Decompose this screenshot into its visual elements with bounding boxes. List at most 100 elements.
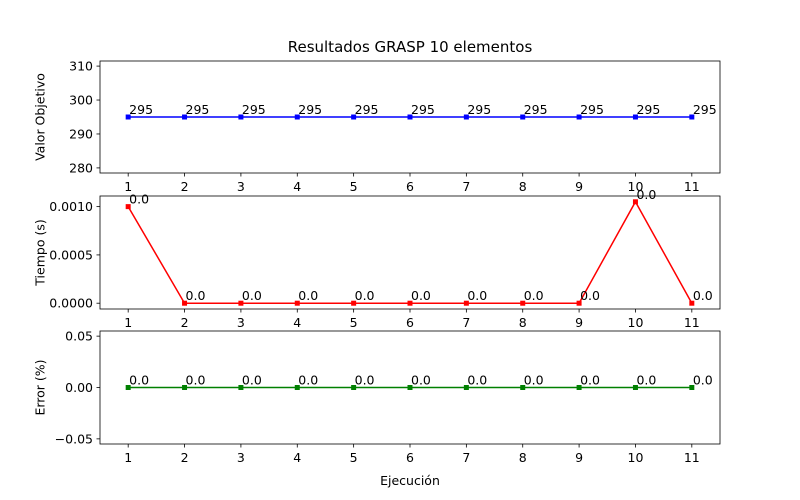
x-tick-label: 1: [124, 179, 132, 194]
data-label: 0.0: [129, 192, 149, 207]
data-point: [463, 385, 469, 390]
y-tick-label: 280: [69, 160, 93, 175]
x-tick-label: 2: [181, 450, 189, 465]
x-tick-label: 10: [628, 179, 644, 194]
x-tick-label: 4: [293, 450, 301, 465]
data-point: [520, 300, 526, 306]
data-label: 0.0: [411, 288, 431, 303]
data-point: [351, 300, 357, 306]
data-point: [689, 114, 695, 120]
x-tick-label: 7: [462, 315, 470, 330]
plot-error: −0.05 0.00 0.05 1 2 3 4 5 6 7 8 9 10 11 Error (%) Ejecu…: [33, 329, 721, 488]
data-point: [689, 385, 695, 390]
plot-objective: 280 290 300 310 1 2 3 4 5 6 7 8 9 10 11 Valor Objetivo R…: [33, 38, 721, 194]
x-tick-label: 9: [575, 450, 583, 465]
data-point: [632, 199, 638, 205]
data-point: [576, 114, 582, 120]
x-tick-label: 6: [406, 450, 414, 465]
x-tick-label: 6: [406, 179, 414, 194]
data-point: [520, 385, 526, 390]
data-point: [351, 385, 357, 390]
x-tick-label: 9: [575, 315, 583, 330]
data-label: 0.0: [355, 373, 375, 388]
data-point: [294, 385, 300, 390]
x-tick-label: 7: [462, 179, 470, 194]
x-tick-label: 10: [628, 450, 644, 465]
x-tick-label: 4: [293, 179, 301, 194]
y-tick-label: 0.0010: [49, 199, 93, 214]
x-tick-label: 2: [181, 179, 189, 194]
data-label: 0.0: [524, 373, 544, 388]
data-label: 0.0: [242, 373, 262, 388]
x-tick-label: 11: [684, 179, 700, 194]
data-point: [576, 300, 582, 306]
data-point: [520, 114, 526, 120]
data-label: 0.0: [129, 373, 149, 388]
chart-title: Resultados GRASP 10 elementos: [288, 38, 533, 56]
data-label: 0.0: [467, 288, 487, 303]
data-label: 0.0: [467, 373, 487, 388]
data-label: 0.0: [186, 373, 206, 388]
data-point: [576, 385, 582, 390]
data-label: 0.0: [355, 288, 375, 303]
x-tick-label: 8: [519, 315, 527, 330]
x-tick-label: 8: [519, 179, 527, 194]
x-tick-label: 3: [237, 450, 245, 465]
data-label: 0.0: [411, 373, 431, 388]
x-axis-label: Ejecución: [380, 473, 440, 488]
data-point: [632, 385, 638, 390]
data-point: [294, 114, 300, 120]
x-tick-label: 5: [350, 315, 358, 330]
x-tick-label: 4: [293, 315, 301, 330]
y-axis-label: Error (%): [33, 359, 48, 415]
data-label: 295: [186, 102, 210, 117]
data-point: [294, 300, 300, 306]
x-tick-label: 1: [124, 315, 132, 330]
y-tick-label: 0.05: [65, 329, 93, 344]
y-tick-label: 0.0005: [49, 247, 93, 262]
plot-time: 0.0000 0.0005 0.0010 1 2 3 4 5 6 7 8 9 10 11 Tiempo (s…: [33, 187, 721, 330]
x-tick-label: 6: [406, 315, 414, 330]
data-point: [125, 204, 131, 210]
data-label: 0.0: [580, 288, 600, 303]
y-axis-label: Valor Objetivo: [33, 73, 48, 161]
data-label: 295: [524, 102, 548, 117]
x-tick-label: 9: [575, 179, 583, 194]
x-tick-label: 11: [684, 315, 700, 330]
y-axis-label: Tiempo (s): [33, 219, 48, 286]
data-label: 295: [242, 102, 266, 117]
data-label: 295: [580, 102, 604, 117]
data-label: 0.0: [636, 187, 656, 202]
data-label: 0.0: [524, 288, 544, 303]
y-tick-label: 310: [69, 59, 93, 74]
data-label: 295: [355, 102, 379, 117]
y-tick-label: −0.05: [55, 431, 93, 446]
y-tick-label: 0.0000: [49, 296, 93, 311]
data-point: [125, 114, 131, 120]
data-point: [182, 385, 188, 390]
data-point: [463, 300, 469, 306]
y-tick-label: 0.00: [65, 380, 93, 395]
data-label: 0.0: [186, 288, 206, 303]
y-tick-label: 290: [69, 126, 93, 141]
data-label: 295: [129, 102, 153, 117]
y-tick-label: 300: [69, 93, 93, 108]
data-point: [689, 300, 695, 306]
x-tick-label: 3: [237, 179, 245, 194]
series-line: [127, 201, 693, 305]
data-point: [407, 114, 413, 120]
x-tick-label: 1: [124, 450, 132, 465]
data-point: [351, 114, 357, 120]
data-point: [182, 114, 188, 120]
data-label: 0.0: [693, 373, 713, 388]
data-label: 0.0: [693, 288, 713, 303]
data-label: 295: [693, 102, 717, 117]
x-tick-label: 2: [181, 315, 189, 330]
data-label: 295: [411, 102, 435, 117]
data-point: [407, 300, 413, 306]
data-label: 0.0: [636, 373, 656, 388]
x-tick-label: 5: [350, 450, 358, 465]
data-point: [238, 114, 244, 120]
data-point: [182, 300, 188, 306]
data-label: 0.0: [580, 373, 600, 388]
